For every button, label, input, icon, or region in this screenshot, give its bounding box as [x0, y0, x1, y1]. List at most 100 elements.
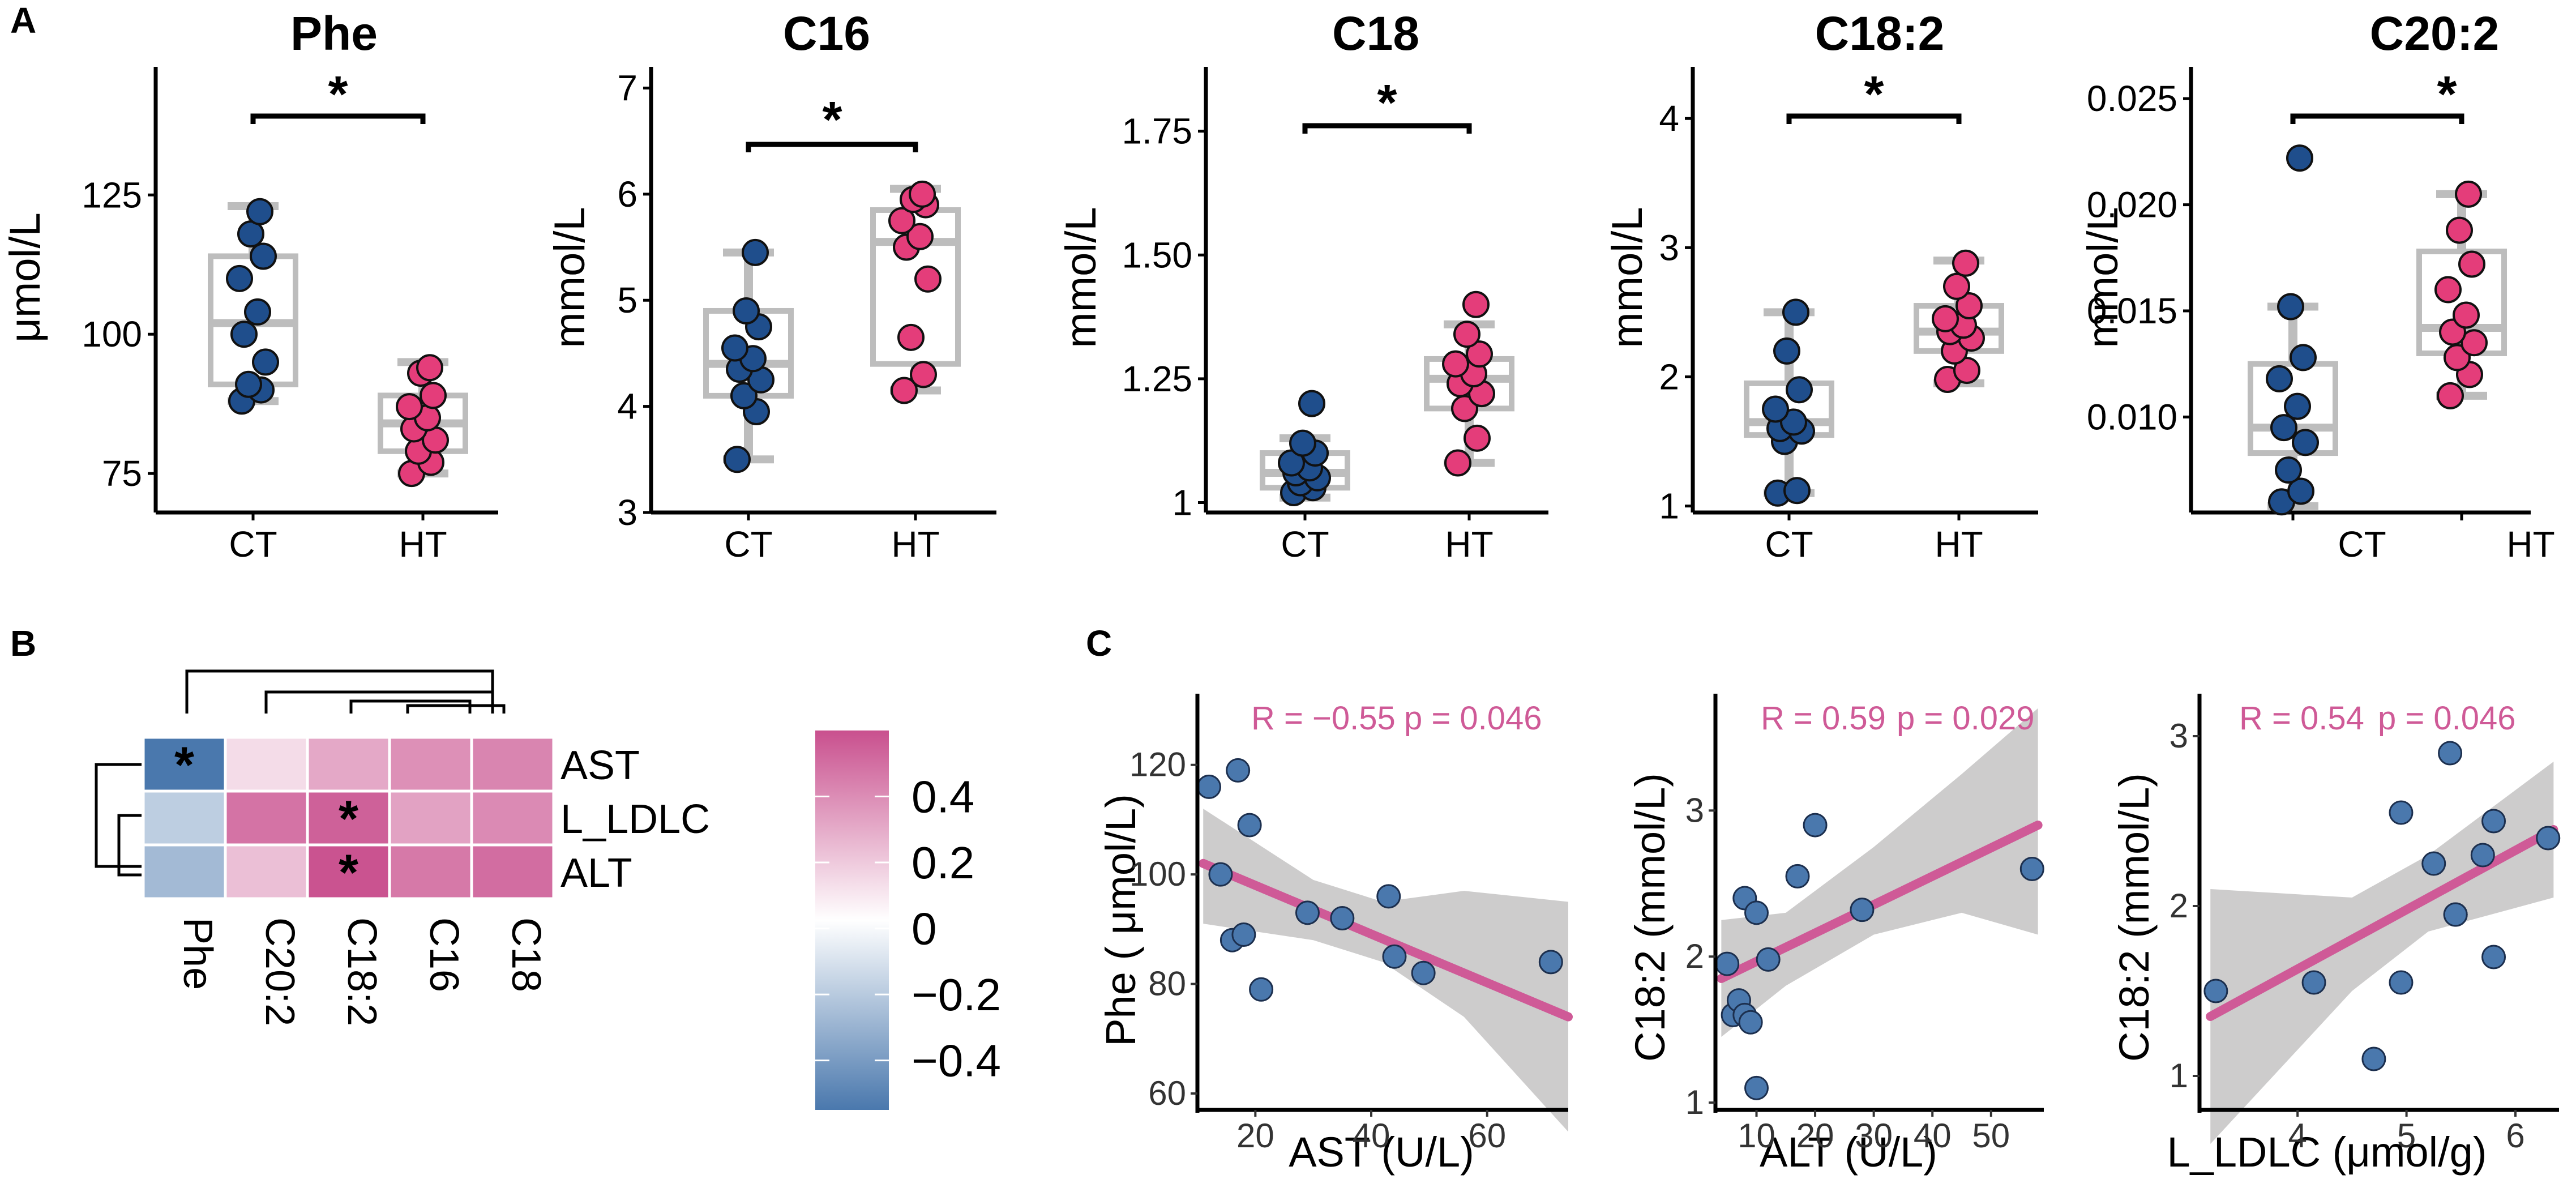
data-point: [2301, 970, 2326, 995]
y-tick-label: 1: [1659, 486, 1679, 527]
correlation-heatmap: AST L_LDLC ALT Phe C20:2 C18:2 C16 C18 0…: [95, 669, 1001, 1110]
x-tick-label: 30: [1855, 1117, 1893, 1155]
data-point: [2443, 902, 2468, 927]
y-tick-label: 7: [617, 67, 637, 108]
y-tick-label: 1: [1685, 1083, 1704, 1121]
x-tick-label: HT: [1445, 524, 1493, 565]
y-tick-label: 1.75: [1122, 111, 1192, 152]
y-tick-label: 1.50: [1122, 234, 1192, 275]
data-point: [2434, 276, 2462, 304]
dendrogram: [95, 669, 506, 877]
data-point: [1196, 774, 1221, 799]
significance-star: *: [174, 737, 194, 794]
significance-bracket: [1786, 113, 1962, 124]
data-point: [742, 238, 769, 266]
correlation-p: p = 0.046: [1404, 700, 1542, 737]
data-point: [250, 242, 277, 270]
x-tick-label: 20: [1796, 1117, 1834, 1155]
data-point: [2292, 429, 2319, 456]
data-point: [2203, 979, 2228, 1003]
y-tick-label: 120: [1129, 746, 1186, 784]
panel-label-c: C: [1086, 623, 1112, 664]
y-tick-label: 0.010: [2087, 396, 2177, 437]
scatter-phe-ast: AST (U/L) Phe ( μmol/L) 20 40 60 60 80 100 120…: [1097, 694, 1573, 1176]
x-tick-label: HT: [399, 524, 447, 565]
y-tick-label: 80: [1148, 965, 1186, 1003]
heatmap-cell: [388, 789, 473, 847]
data-point: [1462, 291, 1490, 318]
y-axis-label: mmol/L: [2079, 207, 2127, 348]
legend-tick-label: −0.4: [912, 1036, 1001, 1086]
data-point: [1943, 272, 1970, 300]
heatmap-cell: [142, 843, 227, 900]
y-tick-label: 2: [1659, 356, 1679, 397]
data-point: [910, 361, 937, 388]
confidence-band: [2210, 762, 2554, 1144]
chart-title: Phe: [290, 7, 378, 60]
legend-tick-label: 0.2: [912, 838, 974, 888]
heatmap-col-label: C18:2: [339, 917, 384, 1026]
data-point: [1330, 906, 1355, 931]
x-tick-label: CT: [1281, 524, 1329, 565]
data-point: [2444, 344, 2471, 371]
data-point: [733, 297, 760, 324]
data-point: [897, 323, 925, 351]
data-point: [2361, 1046, 2386, 1071]
data-point: [1773, 337, 1800, 365]
data-point: [1762, 395, 1789, 423]
y-tick-label: 100: [1129, 855, 1186, 893]
significance-star: *: [1864, 66, 1884, 123]
heatmap-cell: [306, 736, 391, 793]
data-point: [909, 180, 936, 208]
data-point: [246, 198, 273, 225]
data-point: [1953, 357, 1980, 385]
heatmap-row-label: ALT: [560, 851, 632, 896]
data-point: [1208, 862, 1233, 887]
data-point: [1785, 864, 1810, 888]
data-point: [1744, 900, 1769, 925]
correlation-p: p = 0.029: [1897, 700, 2035, 737]
correlation-r: R = 0.59: [1761, 700, 1886, 737]
x-axis-label: L_LDLC (μmol/g): [2167, 1129, 2487, 1176]
y-tick-label: 2: [2170, 887, 2188, 925]
heatmap-cell: [388, 736, 473, 793]
y-axis-label: Phe ( μmol/L): [1097, 794, 1144, 1046]
significance-bracket: [2290, 113, 2464, 124]
data-point: [420, 382, 447, 409]
y-axis-label: C18:2 (mmol/L): [1627, 773, 1674, 1062]
data-point: [2266, 365, 2293, 392]
legend-tick-label: −0.2: [912, 969, 1001, 1020]
data-point: [906, 223, 934, 250]
boxplot-c16: C16 mmol/L CT HT * 3 4 5 6 7: [546, 7, 996, 565]
data-point: [1738, 1010, 1763, 1035]
y-tick-label: 3: [617, 492, 637, 533]
heatmap-cell: [470, 789, 555, 847]
color-legend-bar: [815, 731, 889, 1110]
data-point: [2481, 945, 2506, 969]
chart-title: C18:2: [1815, 7, 1945, 60]
x-tick-label: CT: [1765, 524, 1813, 565]
data-point: [2389, 800, 2414, 825]
x-axis-label: AST (U/L): [1289, 1129, 1474, 1176]
heatmap-cell: [224, 789, 309, 847]
significance-star: *: [339, 791, 358, 848]
data-point: [2437, 382, 2464, 409]
x-tick-label: 10: [1738, 1117, 1775, 1155]
data-point: [1715, 951, 1740, 976]
significance-bracket: [746, 142, 918, 152]
y-axis-label: mmol/L: [1603, 207, 1651, 348]
y-tick-label: 125: [82, 174, 142, 215]
dendrogram-branch: [117, 814, 142, 877]
x-tick-label: 6: [2506, 1117, 2524, 1155]
data-point: [2290, 344, 2317, 371]
data-point: [2536, 826, 2561, 851]
chart-title: C16: [783, 7, 870, 60]
scatter-c18-2-alt: ALT (U/L) C18:2 (mmol/L) 10 20 30 40 50 1 2 3 R …: [1627, 694, 2044, 1176]
x-tick-label: CT: [724, 524, 772, 565]
heatmap-row-label: AST: [560, 743, 640, 788]
data-point: [244, 298, 271, 326]
data-point: [1803, 813, 1828, 838]
confidence-band: [1203, 809, 1568, 1132]
x-axis-label: ALT (U/L): [1760, 1129, 1937, 1176]
